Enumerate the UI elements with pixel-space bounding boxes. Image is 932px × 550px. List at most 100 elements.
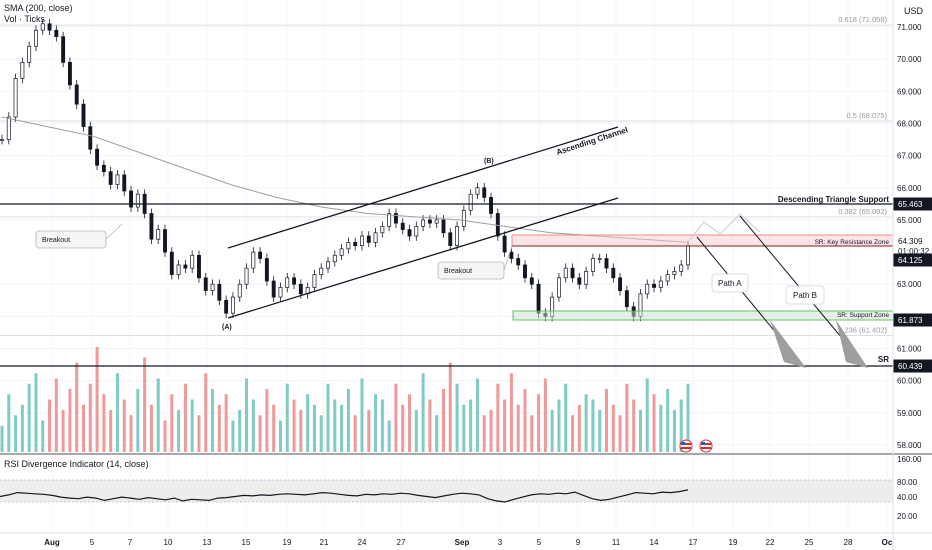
volume-bar <box>387 420 391 452</box>
price-badge-value: 61.873 <box>898 316 923 325</box>
sma-line <box>1 116 689 243</box>
candle <box>509 247 514 264</box>
rsi-axis: 160.00 80.00 40.00 20.00 <box>897 455 922 521</box>
volume-bar <box>312 404 316 452</box>
candle <box>108 166 113 190</box>
rsi-tick-label: 20.00 <box>897 512 918 521</box>
volume-bar <box>455 383 459 452</box>
path-b-box <box>785 285 825 305</box>
candle <box>217 279 222 306</box>
point-b-label: (B) <box>484 158 494 165</box>
sma-legend[interactable]: SMA (200, close) <box>4 3 73 13</box>
volume-bar <box>115 373 119 452</box>
volume-bar <box>428 399 432 452</box>
price-tick-label: 65.000 <box>897 216 922 225</box>
volume-bar <box>509 373 513 452</box>
price-badge: 65.463 <box>893 197 932 211</box>
volume-bar <box>380 399 384 452</box>
time-tick-label: 9 <box>576 538 581 547</box>
candle <box>163 224 167 257</box>
volume-bar <box>61 410 65 452</box>
volume-bar <box>129 415 133 452</box>
candle <box>597 253 602 264</box>
volume-bar <box>360 378 364 452</box>
candle <box>230 292 235 318</box>
price-tick-label: 67.000 <box>897 152 922 161</box>
volume-bar <box>435 415 439 452</box>
price-tick-label: 69.000 <box>897 87 922 96</box>
candle <box>264 253 269 286</box>
time-tick-label: 24 <box>358 538 367 547</box>
volume-bar <box>374 394 378 452</box>
volume-bar <box>672 410 676 452</box>
candle <box>366 231 371 248</box>
candle <box>183 260 188 273</box>
volume-bar <box>618 415 622 452</box>
candle <box>54 25 59 42</box>
candle <box>312 269 317 293</box>
candle <box>115 170 120 190</box>
volume-bar <box>326 383 330 452</box>
time-tick-label: 27 <box>397 538 406 547</box>
rsi-tick-label: 80.00 <box>897 478 918 487</box>
volume-bar <box>448 362 452 452</box>
sr-label: SR <box>878 355 889 364</box>
candle <box>224 295 229 318</box>
candle <box>604 253 609 273</box>
candle <box>346 237 351 254</box>
candle <box>577 272 582 290</box>
time-tick-label: 14 <box>650 538 659 547</box>
rsi-legend[interactable]: RSI Divergence Indicator (14, close) <box>4 459 149 469</box>
time-tick-label: 25 <box>805 538 814 547</box>
time-tick-label: Oc <box>882 538 893 547</box>
candle <box>339 244 344 261</box>
candle <box>624 285 629 312</box>
candle <box>210 279 215 296</box>
price-badge: 60.439 <box>893 359 932 373</box>
volume-bar <box>557 399 561 452</box>
candle <box>149 208 154 245</box>
path-a-label: Path A <box>718 279 742 288</box>
volume-bar <box>577 404 581 452</box>
candle <box>285 272 290 293</box>
candle <box>332 250 337 267</box>
candle <box>101 160 106 177</box>
volume-bar <box>550 410 554 452</box>
candle <box>461 205 466 232</box>
candle <box>292 272 297 290</box>
breakout-callout-2 <box>437 261 505 280</box>
volume-bar <box>611 404 615 452</box>
time-tick-label: 13 <box>203 538 212 547</box>
key-resistance-label: SR: Key Resistance Zone <box>815 239 890 246</box>
candle <box>407 224 412 241</box>
volume-bar <box>571 415 575 452</box>
volume-bar <box>20 404 24 452</box>
volume-bar <box>367 410 371 452</box>
rsi-tick-label: 160.00 <box>897 455 922 464</box>
candlesticks[interactable] <box>0 18 690 322</box>
time-axis[interactable]: Aug 5 7 10 13 15 19 21 24 27 Sep 3 5 9 11 14 17 19 22 25 28 O… <box>44 538 893 547</box>
volume-bar <box>102 394 106 452</box>
volume-bar <box>564 383 568 452</box>
candle <box>74 80 79 109</box>
candle <box>271 276 276 302</box>
volume-legend[interactable]: Vol · Ticks <box>4 14 46 24</box>
price-tick-label: 68.000 <box>897 119 922 128</box>
candle <box>34 25 38 52</box>
candle <box>47 18 52 36</box>
candle <box>169 247 174 280</box>
fib-label: 0.5 (68.075) <box>847 111 888 120</box>
volume-bar <box>75 362 79 452</box>
candle <box>353 237 358 251</box>
volume-bar <box>265 389 269 452</box>
candle <box>523 260 527 283</box>
candle <box>251 247 256 273</box>
volume-bar <box>632 399 636 452</box>
volume-bar <box>530 415 534 452</box>
volume-bar <box>95 347 99 452</box>
candle <box>61 31 66 68</box>
volume-bar <box>7 394 11 452</box>
volume-bar <box>163 420 167 452</box>
volume-bar <box>238 410 242 452</box>
